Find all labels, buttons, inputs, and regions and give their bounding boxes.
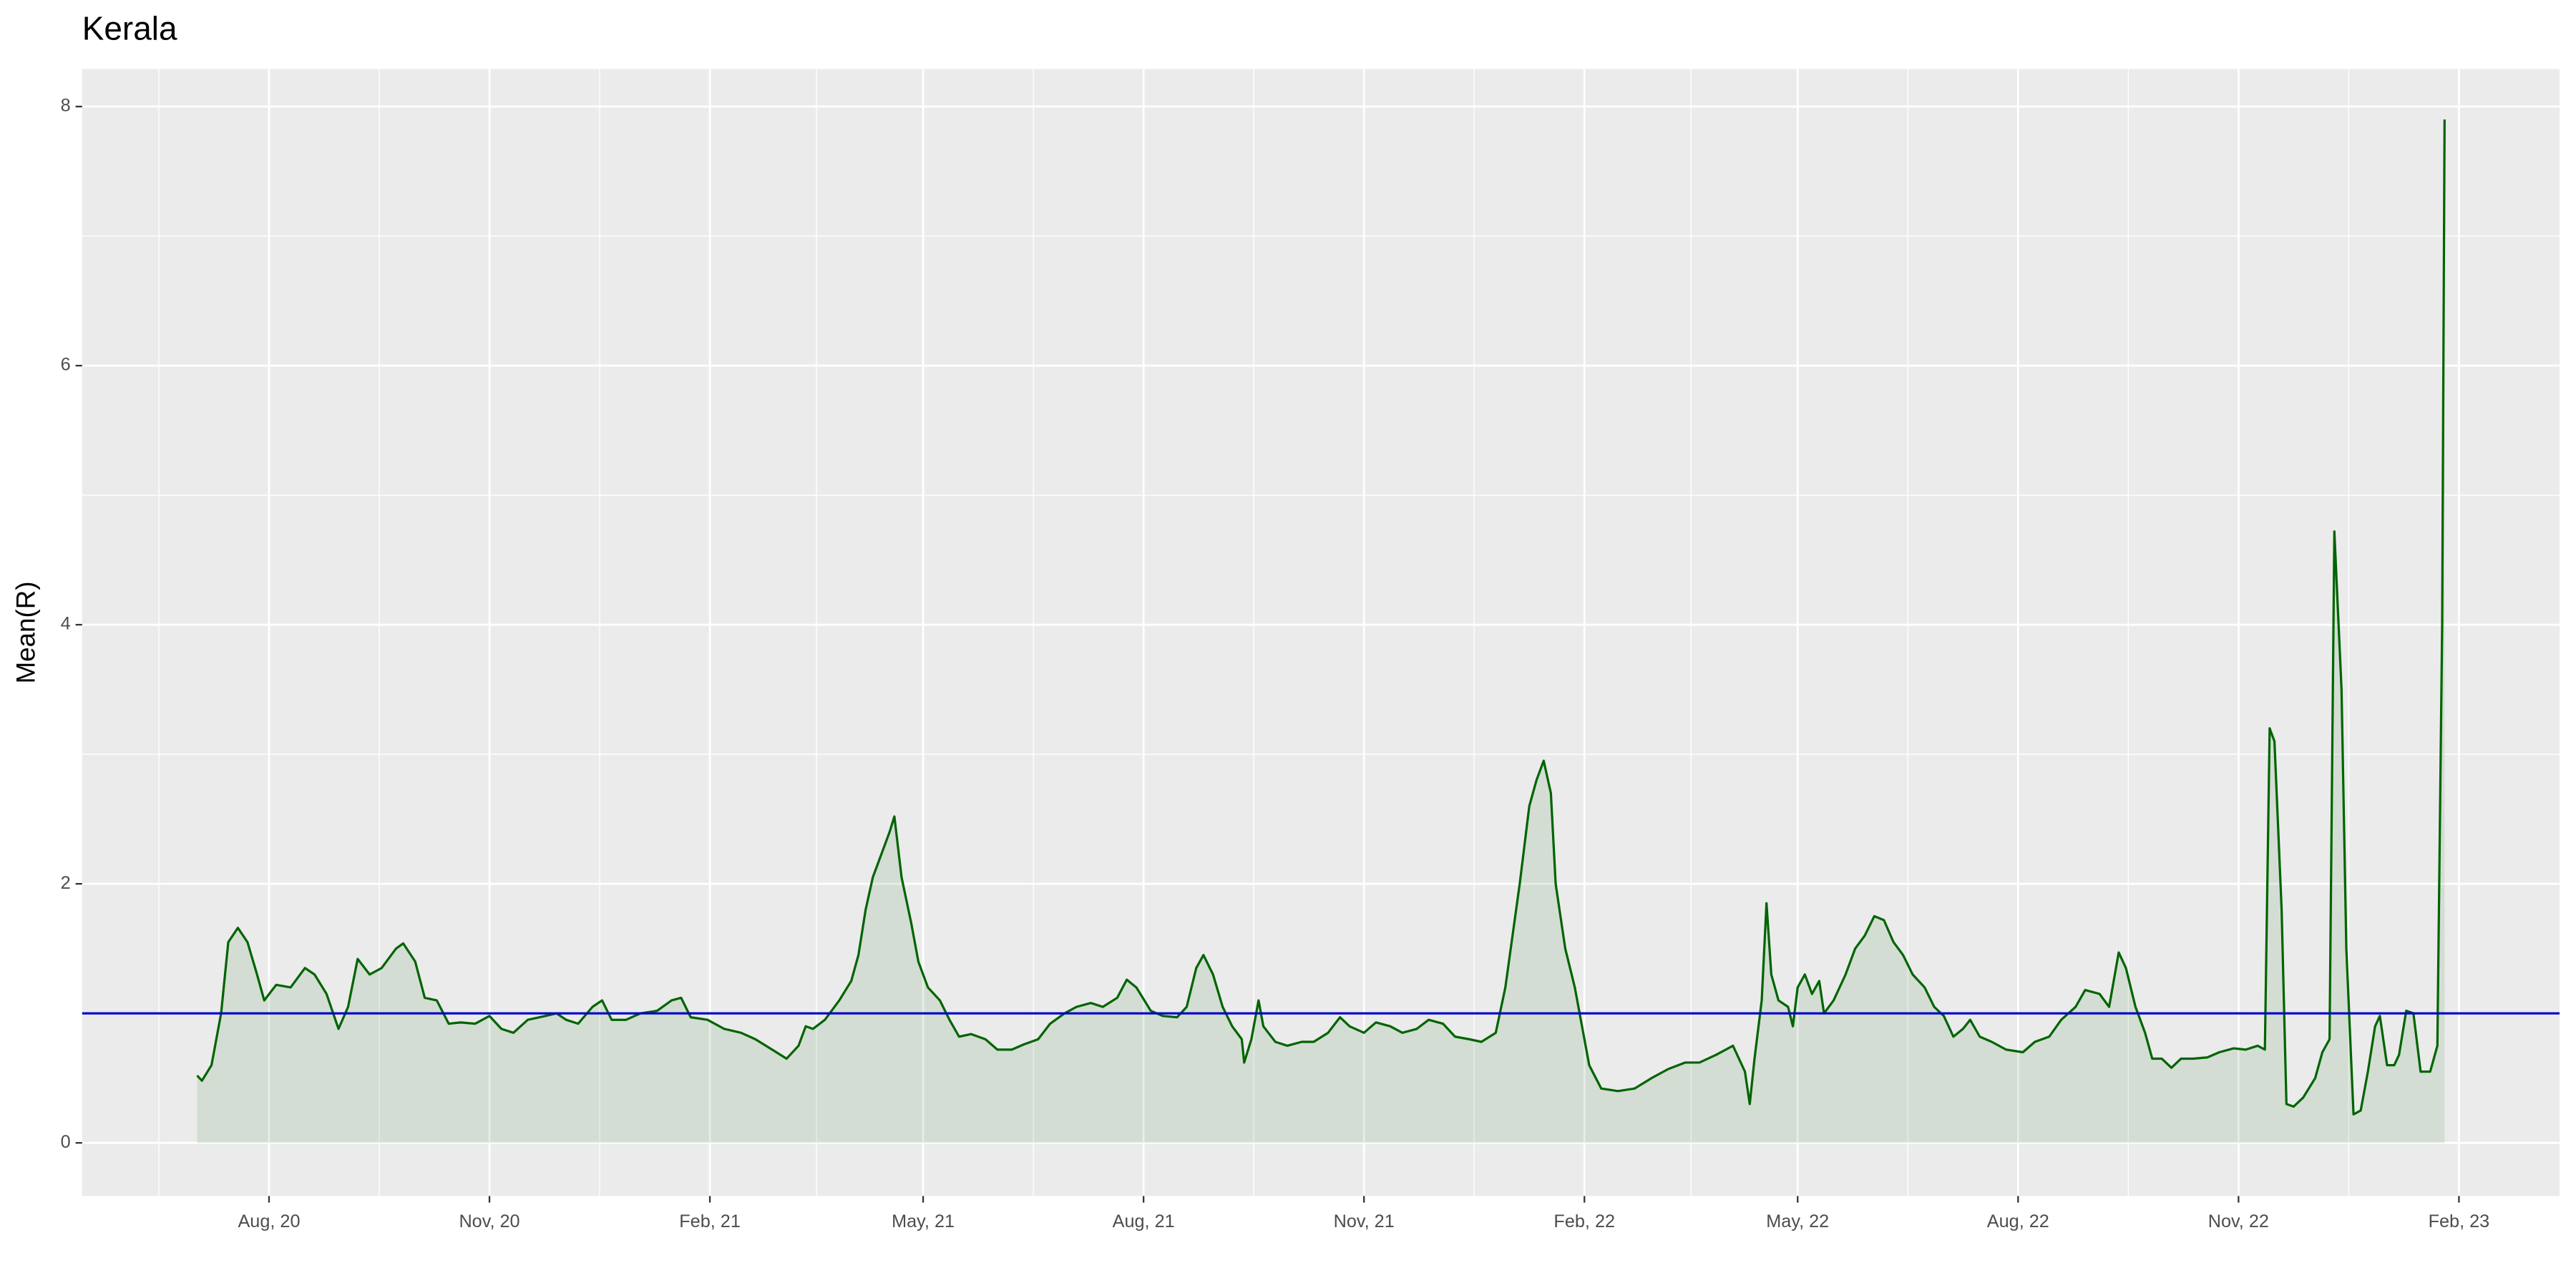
area: [197, 119, 2445, 1143]
y-tick-label: 2: [61, 873, 71, 893]
y-axis-label: Mean(R): [11, 582, 41, 684]
x-tick-label: Aug, 21: [1113, 1211, 1175, 1231]
y-tick-label: 0: [61, 1132, 71, 1152]
y-tick-label: 6: [61, 355, 71, 375]
x-tick-label: Aug, 22: [1987, 1211, 2049, 1231]
panel: [82, 69, 2560, 1196]
x-tick-label: Feb, 21: [679, 1211, 741, 1231]
x-tick-label: May, 21: [892, 1211, 955, 1231]
y-tick-label: 8: [61, 96, 71, 116]
line: [196, 119, 2446, 1116]
x-tick-label: Feb, 23: [2429, 1211, 2490, 1231]
chart-title: Kerala: [82, 10, 177, 47]
x-tick-label: Aug, 20: [238, 1211, 300, 1231]
y-tick-label: 4: [61, 614, 71, 634]
x-tick-label: Nov, 22: [2208, 1211, 2269, 1231]
x-tick-label: Nov, 20: [459, 1211, 519, 1231]
x-tick-label: Nov, 21: [1334, 1211, 1395, 1231]
x-tick-label: Feb, 22: [1553, 1211, 1615, 1231]
x-tick-label: May, 22: [1766, 1211, 1829, 1231]
